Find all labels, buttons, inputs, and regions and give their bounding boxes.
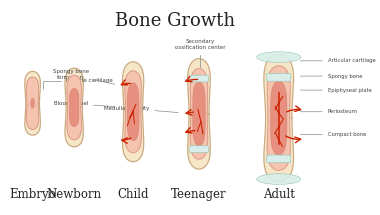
Text: Blood vessel: Blood vessel (54, 101, 115, 107)
Text: Secondary
ossification center: Secondary ossification center (175, 39, 226, 77)
Text: Bone Growth: Bone Growth (115, 12, 235, 30)
Ellipse shape (257, 52, 301, 63)
Text: Epiphyseal plate: Epiphyseal plate (301, 88, 372, 93)
Text: Adult: Adult (263, 188, 294, 201)
Polygon shape (267, 66, 290, 170)
Polygon shape (65, 68, 83, 147)
FancyBboxPatch shape (190, 146, 208, 153)
Ellipse shape (31, 98, 35, 108)
Text: Periosteum: Periosteum (301, 109, 358, 114)
Polygon shape (190, 69, 208, 159)
Text: Spongy bone: Spongy bone (301, 74, 362, 79)
Ellipse shape (257, 174, 301, 184)
Polygon shape (70, 89, 79, 126)
Text: Teenager: Teenager (171, 188, 227, 201)
Text: Medullary cavity: Medullary cavity (104, 106, 178, 112)
Text: Articular cartilage: Articular cartilage (301, 58, 375, 63)
Polygon shape (271, 81, 287, 155)
Polygon shape (128, 83, 139, 140)
Text: Compact bone: Compact bone (301, 132, 366, 137)
FancyBboxPatch shape (267, 74, 291, 81)
Text: Spongy bone
formation: Spongy bone formation (53, 69, 115, 84)
Polygon shape (188, 59, 210, 169)
Polygon shape (27, 77, 39, 129)
FancyBboxPatch shape (267, 155, 291, 163)
Text: Newborn: Newborn (47, 188, 102, 201)
FancyBboxPatch shape (190, 75, 208, 82)
Polygon shape (67, 75, 81, 140)
Polygon shape (193, 82, 205, 146)
Polygon shape (122, 62, 144, 162)
Polygon shape (264, 54, 294, 182)
Polygon shape (25, 71, 40, 135)
Text: Embryo: Embryo (9, 188, 56, 201)
Polygon shape (125, 71, 141, 153)
Text: Child: Child (117, 188, 149, 201)
Text: Hyaline cartilage: Hyaline cartilage (43, 78, 113, 89)
